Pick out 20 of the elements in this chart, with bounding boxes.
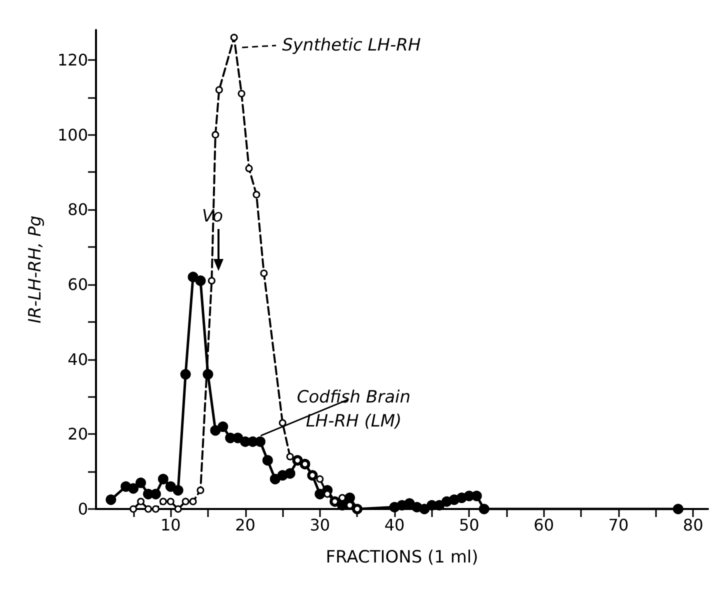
legend-label: Synthetic LH-RH	[282, 35, 421, 56]
series-label: Codfish Brain LH-RH (LM)	[296, 388, 411, 432]
y-tick-label: 20	[68, 424, 88, 444]
y-axis-title: IR-LH-RH, Pg	[26, 215, 46, 324]
x-tick-label: 50	[458, 516, 480, 534]
y-tick-label: 100	[57, 125, 88, 144]
y-tick-label: 80	[68, 200, 88, 220]
y-tick-label: 0	[78, 500, 88, 518]
x-tick-label: 60	[534, 516, 554, 534]
x-tick-label: 10	[160, 516, 181, 534]
y-tick-label: 60	[68, 274, 88, 294]
annotation: Vo	[202, 206, 224, 226]
y-tick-label: 120	[57, 50, 88, 70]
x-tick-label: 70	[608, 516, 629, 534]
x-tick-label: 30	[310, 516, 330, 534]
y-tick-label: 40	[68, 350, 88, 369]
x-tick-label: 40	[384, 516, 405, 534]
x-tick-label: 80	[682, 516, 704, 534]
x-axis-title: FRACTIONS (1 ml)	[326, 548, 478, 568]
x-tick-label: 20	[235, 516, 256, 534]
